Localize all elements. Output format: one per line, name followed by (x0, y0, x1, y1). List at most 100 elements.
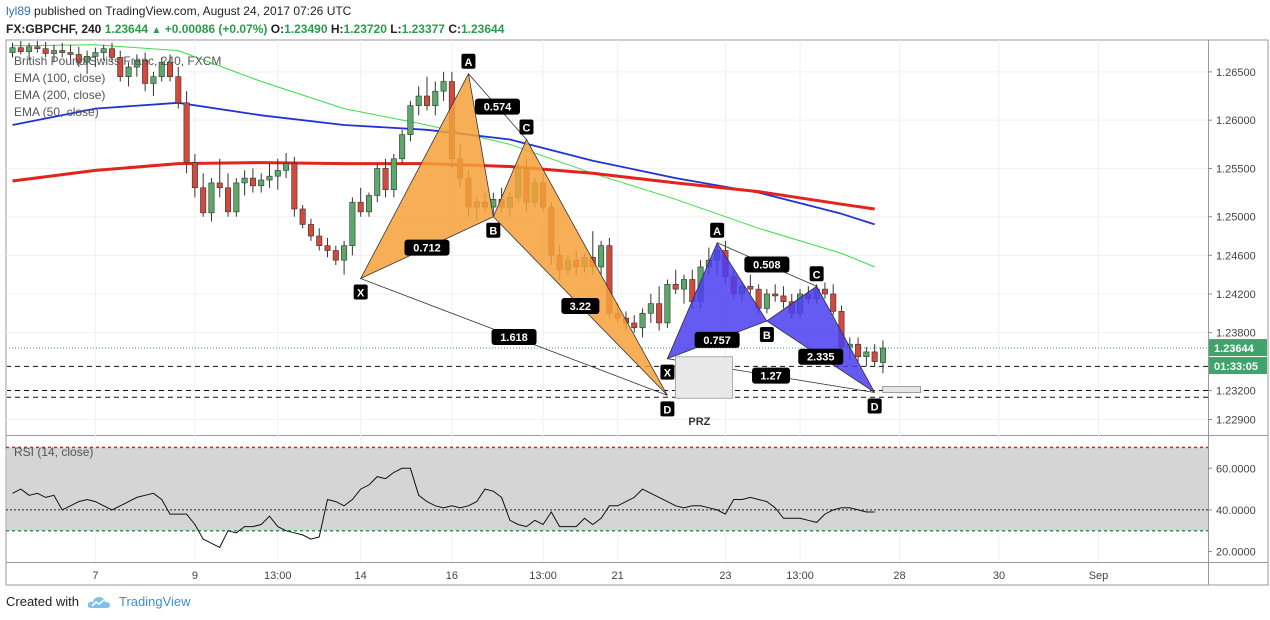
candle-body (639, 312, 646, 329)
ratio-label: 0.508 (753, 260, 781, 272)
candle-body (432, 90, 439, 106)
tradingview-cloud-icon (87, 596, 110, 608)
candle-body (332, 250, 339, 261)
candle-body (656, 303, 663, 324)
candle-body (830, 293, 837, 312)
candle-body (167, 61, 174, 77)
rsi-line (12, 467, 875, 549)
pattern-point-badge (710, 222, 725, 238)
rsi-tick-label: 20.0000 (1216, 547, 1256, 559)
pattern-point-a: A (713, 226, 721, 238)
published-text: published on TradingView.com, August 24,… (34, 4, 352, 18)
ratio-label: 0.757 (703, 335, 731, 347)
pattern-point-badge (660, 364, 675, 380)
candle-body (390, 158, 397, 190)
x-tick-label: Sep (1089, 570, 1109, 582)
candle-body (747, 285, 754, 290)
pattern-point-a: A (464, 57, 472, 69)
pattern-point-badge (461, 53, 476, 69)
candle-body (821, 288, 828, 295)
pattern-point-badge (486, 222, 501, 238)
ratio-badge (491, 328, 537, 345)
rsi-tick-label: 40.0000 (1216, 505, 1256, 517)
created-with-text: Created with (6, 594, 79, 609)
publish-header: lyl89 published on TradingView.com, Augu… (6, 4, 351, 18)
candle-body (855, 343, 862, 358)
pattern-point-badge (660, 401, 675, 417)
candle-body (664, 284, 671, 324)
candle-body (423, 95, 430, 106)
x-tick-label: 14 (355, 570, 367, 582)
close-label: C: (448, 22, 461, 36)
candle-body (772, 293, 779, 297)
ratio-label: 2.335 (807, 352, 835, 364)
open-value: 1.23490 (284, 22, 328, 36)
rsi-tick-label: 60.0000 (1216, 463, 1256, 475)
candle-body (225, 187, 232, 213)
candle-body (158, 61, 165, 77)
candle-body (59, 50, 66, 53)
candle-body (647, 303, 654, 314)
rsi-band (7, 447, 1208, 531)
ratio-badge (474, 98, 520, 115)
candle-body (324, 245, 331, 251)
candle-body (763, 293, 770, 309)
small-target-box (882, 386, 922, 393)
candle-body (133, 59, 140, 68)
pattern-point-b: B (489, 226, 497, 238)
up-arrow-icon: ▲ (151, 25, 162, 36)
candle-body (67, 52, 74, 55)
tradingview-brand-link[interactable]: TradingView (118, 594, 191, 609)
candle-body (274, 170, 281, 177)
candle-body (92, 52, 99, 57)
candle-body (183, 102, 190, 163)
ratio-label: 0.712 (413, 243, 441, 255)
price-chart[interactable]: X A B C D 0.712 0.574 3.22 1.618 X A B C D 0.757 0.508 2… (0, 0, 1270, 590)
candle-body (374, 168, 381, 196)
legend-symbol: British Pound/Swiss Franc, 240, FXCM (14, 54, 221, 68)
candle-body (249, 177, 256, 187)
chart-frame (5, 39, 1269, 586)
candle-body (316, 235, 323, 246)
candle-body (598, 245, 605, 268)
x-tick-label: 28 (893, 570, 905, 582)
candle-body (125, 66, 132, 77)
author-link[interactable]: lyl89 (6, 4, 31, 18)
ratio-label: 3.22 (570, 301, 591, 313)
candle-body (34, 46, 41, 49)
legend-ema100: EMA (100, close) (14, 71, 105, 85)
x-tick-label: 7 (92, 570, 98, 582)
pattern-point-c: C (523, 122, 531, 134)
y-tick-label: 1.25500 (1216, 163, 1256, 175)
candle-body (879, 347, 886, 363)
price-tag-label: 1.23644 (1214, 343, 1255, 355)
candle-body (208, 182, 215, 214)
ratio-label: 1.618 (500, 332, 528, 344)
candle-body (341, 245, 348, 261)
candle-body (84, 56, 91, 63)
candle-body (108, 48, 115, 58)
pattern-point-badge (353, 284, 368, 300)
candle-body (100, 48, 107, 53)
candle-body (191, 162, 198, 189)
candle-body (266, 175, 273, 181)
x-tick-label: 13:00 (786, 570, 814, 582)
candle-body (26, 46, 33, 52)
close-value: 1.23644 (461, 22, 505, 36)
x-tick-label: 30 (993, 570, 1005, 582)
candle-body (631, 322, 638, 329)
candle-body (175, 76, 182, 104)
pattern-point-x: X (664, 368, 672, 380)
candle-body (258, 179, 265, 187)
candle-body (357, 201, 364, 213)
y-tick-label: 1.23200 (1216, 386, 1256, 398)
ratio-badge (404, 239, 450, 256)
x-tick-label: 13:00 (264, 570, 292, 582)
pattern-point-badge (809, 266, 824, 282)
change-value: +0.00086 (+0.07%) (164, 22, 268, 36)
x-tick-label: 13:00 (529, 570, 557, 582)
candle-body (680, 279, 687, 290)
time-tag (1209, 357, 1267, 375)
candle-body (233, 182, 240, 213)
candle-body (382, 168, 389, 190)
